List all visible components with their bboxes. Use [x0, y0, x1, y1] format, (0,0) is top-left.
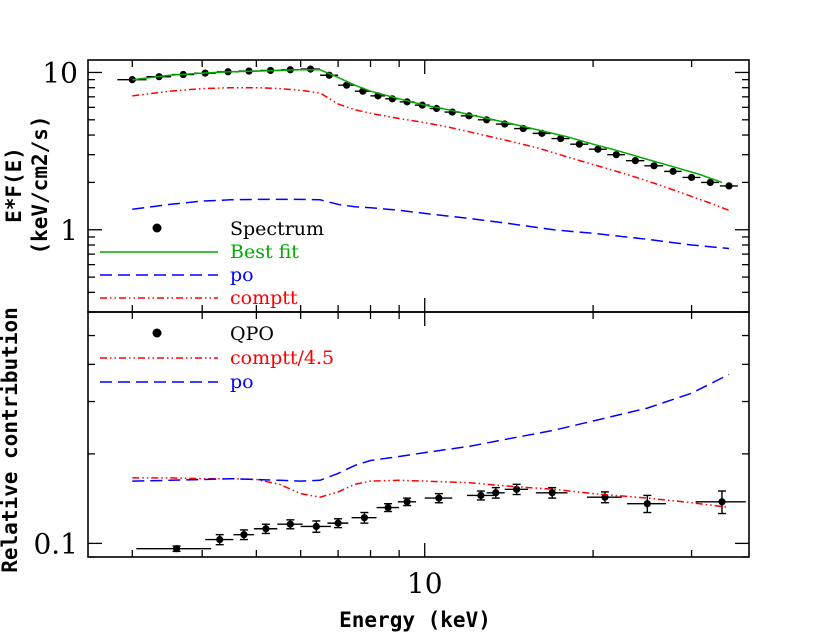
data-point [253, 523, 278, 535]
data-point [625, 157, 645, 165]
data-point [719, 182, 738, 190]
data-point [551, 134, 570, 143]
data-marker [477, 491, 485, 500]
data-point [486, 486, 505, 499]
x-tick-label: 10 [407, 567, 443, 600]
top-ticks: 1 10 [42, 56, 749, 313]
data-marker [128, 76, 136, 84]
data-point [300, 520, 332, 533]
data-marker [643, 500, 651, 508]
top-y-tick-label: 1 [60, 214, 78, 247]
data-point [424, 492, 453, 504]
data-marker [631, 157, 639, 165]
data-marker [650, 162, 658, 170]
data-point [376, 502, 400, 513]
comptt-4-5-line [132, 477, 730, 509]
legend-label-comptt: comptt [230, 287, 298, 309]
data-point [351, 511, 377, 524]
bottom-series [132, 373, 746, 553]
data-point [701, 178, 720, 187]
data-point [644, 162, 664, 170]
bottom-plot-frame [87, 311, 750, 558]
legend-swatch-qpo [152, 328, 162, 338]
data-point [607, 151, 625, 159]
data-point [136, 545, 212, 553]
data-marker [669, 167, 677, 175]
data-point [466, 490, 494, 501]
legend-label-po: po [230, 371, 254, 393]
data-point [570, 140, 589, 148]
data-marker [360, 514, 368, 522]
data-marker [312, 522, 320, 531]
po-line [132, 373, 730, 482]
data-marker [172, 545, 181, 553]
data-marker [548, 489, 556, 497]
data-point [627, 494, 666, 514]
data-point [695, 490, 746, 515]
data-marker [492, 489, 500, 497]
data-point [588, 145, 607, 153]
data-point [586, 491, 622, 504]
legend-label-comptt-4-5: comptt/4.5 [230, 347, 334, 369]
data-point [117, 76, 147, 84]
legend-swatch-spectrum [152, 223, 162, 233]
data-point [233, 529, 254, 541]
data-marker [706, 178, 714, 187]
data-point [327, 518, 349, 529]
bottom-y-axis-label: Relative contribution [0, 307, 22, 573]
data-marker [343, 81, 351, 89]
data-marker [612, 151, 620, 159]
data-point [504, 483, 529, 496]
top-plot-frame [87, 59, 750, 313]
top-y-axis-label-line2: (keV/cm2/s) [28, 115, 52, 254]
legend-label-qpo: QPO [230, 323, 274, 345]
data-marker [334, 519, 342, 527]
data-point [205, 533, 234, 546]
x-axis-label: Energy (keV) [339, 608, 491, 632]
legend-label-spectrum: Spectrum [230, 218, 324, 240]
bottom-y-tick-label: 0.1 [33, 527, 78, 560]
data-marker [557, 134, 565, 143]
legend-label-po: po [230, 264, 254, 286]
top-y-axis-label-line1: E*F(E) [2, 147, 26, 223]
data-marker [575, 140, 583, 148]
data-point [320, 71, 339, 79]
data-marker [262, 525, 270, 533]
data-point [664, 167, 682, 175]
comptt-line [132, 86, 730, 212]
data-marker [513, 485, 521, 493]
data-marker [725, 182, 733, 190]
data-marker [687, 173, 696, 182]
data-point [682, 173, 701, 182]
data-marker [435, 494, 443, 502]
data-marker [286, 520, 294, 528]
data-point [338, 81, 355, 89]
po-line [132, 198, 730, 250]
data-point [277, 519, 303, 530]
data-point [535, 486, 568, 499]
data-marker [240, 531, 248, 539]
best-fit-line [132, 69, 723, 184]
data-marker [384, 503, 392, 512]
legend-label-best-fit: Best fit [230, 241, 299, 263]
data-point [397, 497, 417, 507]
top-series [117, 65, 738, 250]
bottom-ticks: 0.1 10 [33, 311, 749, 600]
data-marker [594, 145, 602, 153]
data-marker [403, 498, 411, 506]
top-y-tick-label: 10 [42, 56, 78, 89]
data-marker [216, 535, 224, 544]
data-marker [718, 498, 726, 506]
